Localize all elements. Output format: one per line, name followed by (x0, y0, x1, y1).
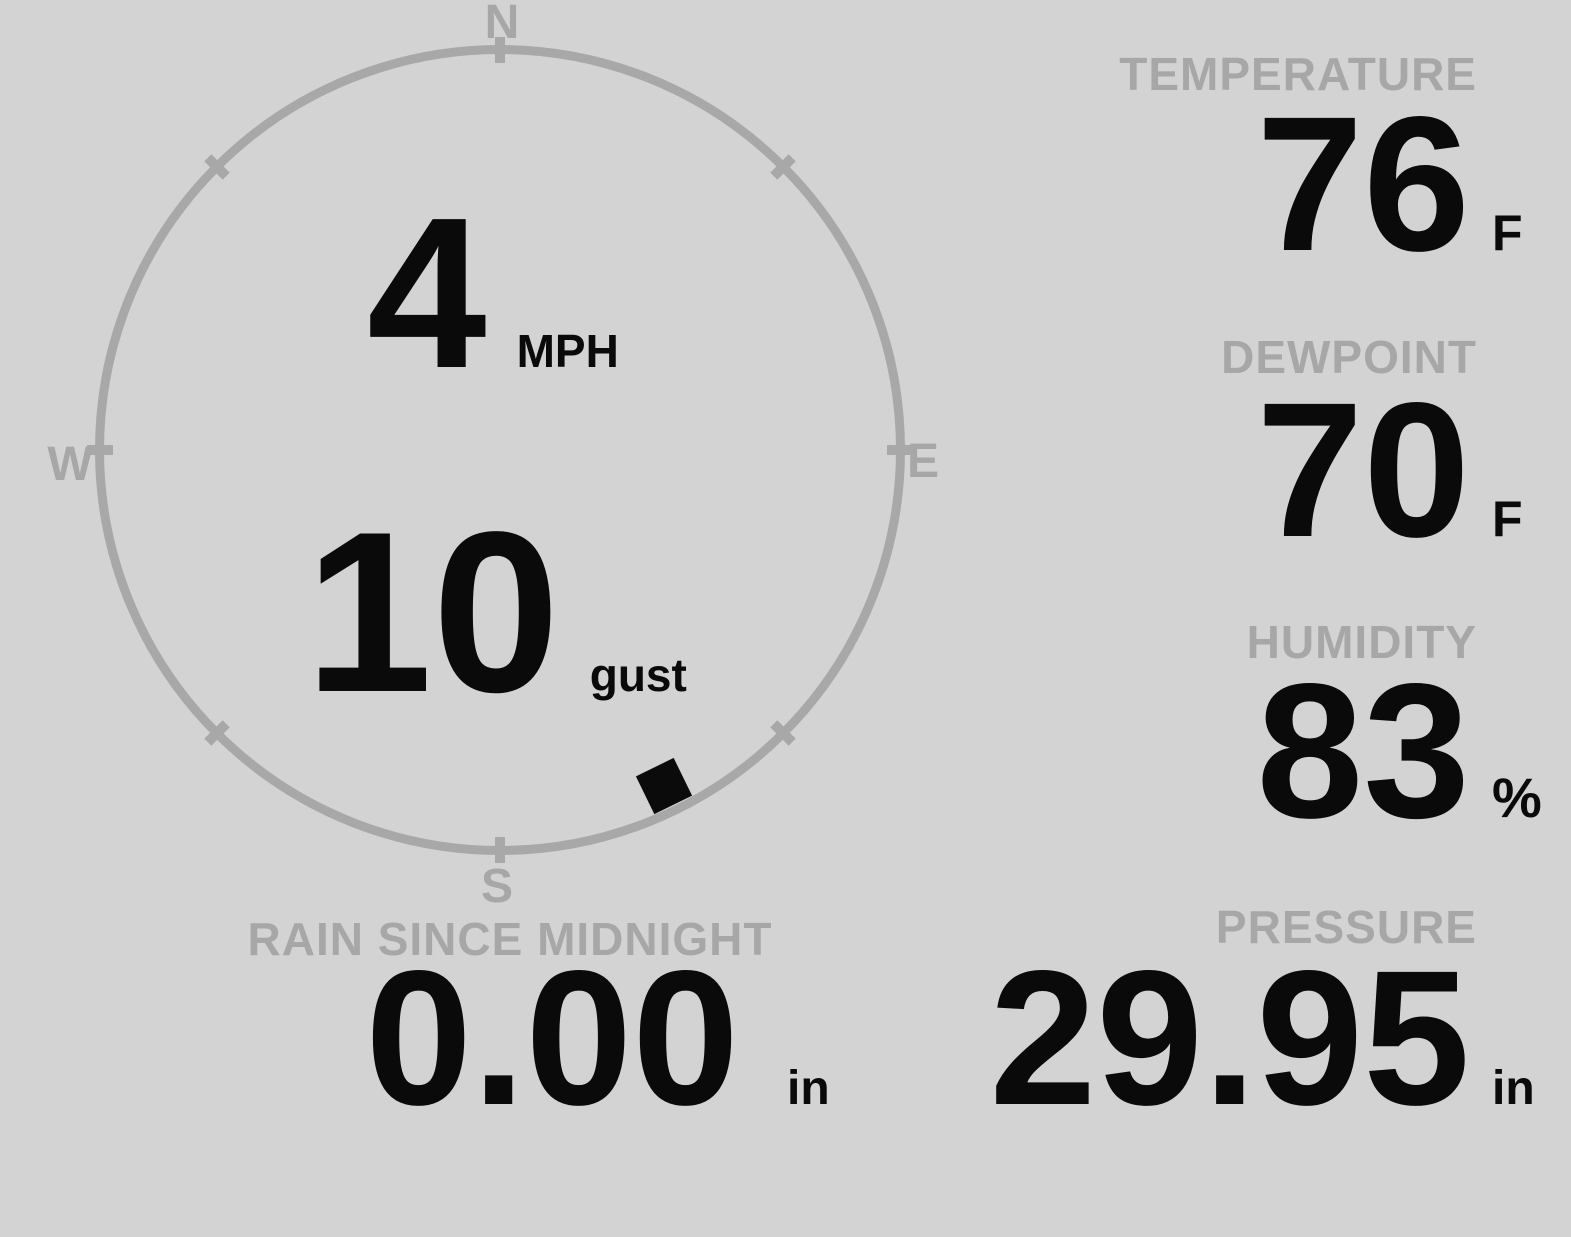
wind-speed: 4 MPH (367, 185, 619, 400)
compass-tick (87, 445, 113, 455)
rain-unit: in (787, 1062, 830, 1115)
pressure-label: PRESSURE (1215, 901, 1477, 953)
humidity-metric: 83 % (1256, 655, 1557, 847)
compass-west-label: W (47, 438, 93, 491)
temperature-label: TEMPERATURE (1119, 48, 1477, 100)
wind-speed-unit: MPH (516, 325, 619, 377)
dewpoint-metric: 70 F (1256, 374, 1557, 566)
rain-label: RAIN SINCE MIDNIGHT (247, 913, 773, 965)
humidity-unit: % (1492, 766, 1542, 829)
humidity-value: 83 (1256, 643, 1470, 858)
temperature-value: 76 (1256, 76, 1470, 291)
compass-tick (495, 37, 505, 63)
temperature-metric: 76 F (1256, 88, 1557, 280)
temperature-unit: F (1492, 205, 1523, 261)
dewpoint-label: DEWPOINT (1221, 331, 1477, 383)
wind-gust-label: gust (589, 649, 687, 701)
rain-metric: 0.00 in (365, 942, 843, 1134)
pressure-metric: 29.95 in (990, 942, 1557, 1134)
compass-tick (495, 837, 505, 863)
humidity-label: HUMIDITY (1246, 616, 1477, 668)
wind-speed-value: 4 (367, 172, 487, 413)
compass-south-label: S (480, 860, 514, 913)
wind-gust-value: 10 (305, 484, 560, 740)
wind-gust: 10 gust (305, 498, 687, 727)
rain-value: 0.00 (365, 930, 739, 1145)
pressure-value: 29.95 (989, 930, 1470, 1145)
dewpoint-value: 70 (1256, 362, 1470, 577)
pressure-unit: in (1492, 1062, 1535, 1115)
compass-tick (887, 445, 913, 455)
dewpoint-unit: F (1492, 491, 1523, 547)
